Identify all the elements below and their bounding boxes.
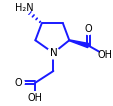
Text: H₂N: H₂N <box>15 3 34 13</box>
Text: O: O <box>84 24 91 34</box>
Circle shape <box>99 49 110 61</box>
Text: N: N <box>49 48 57 58</box>
Text: O: O <box>14 78 22 88</box>
Circle shape <box>47 47 59 59</box>
Circle shape <box>12 77 24 89</box>
Circle shape <box>29 92 41 103</box>
Circle shape <box>82 23 93 34</box>
Text: OH: OH <box>97 50 112 60</box>
Text: OH: OH <box>28 93 42 103</box>
Circle shape <box>19 3 30 14</box>
Polygon shape <box>69 40 88 48</box>
